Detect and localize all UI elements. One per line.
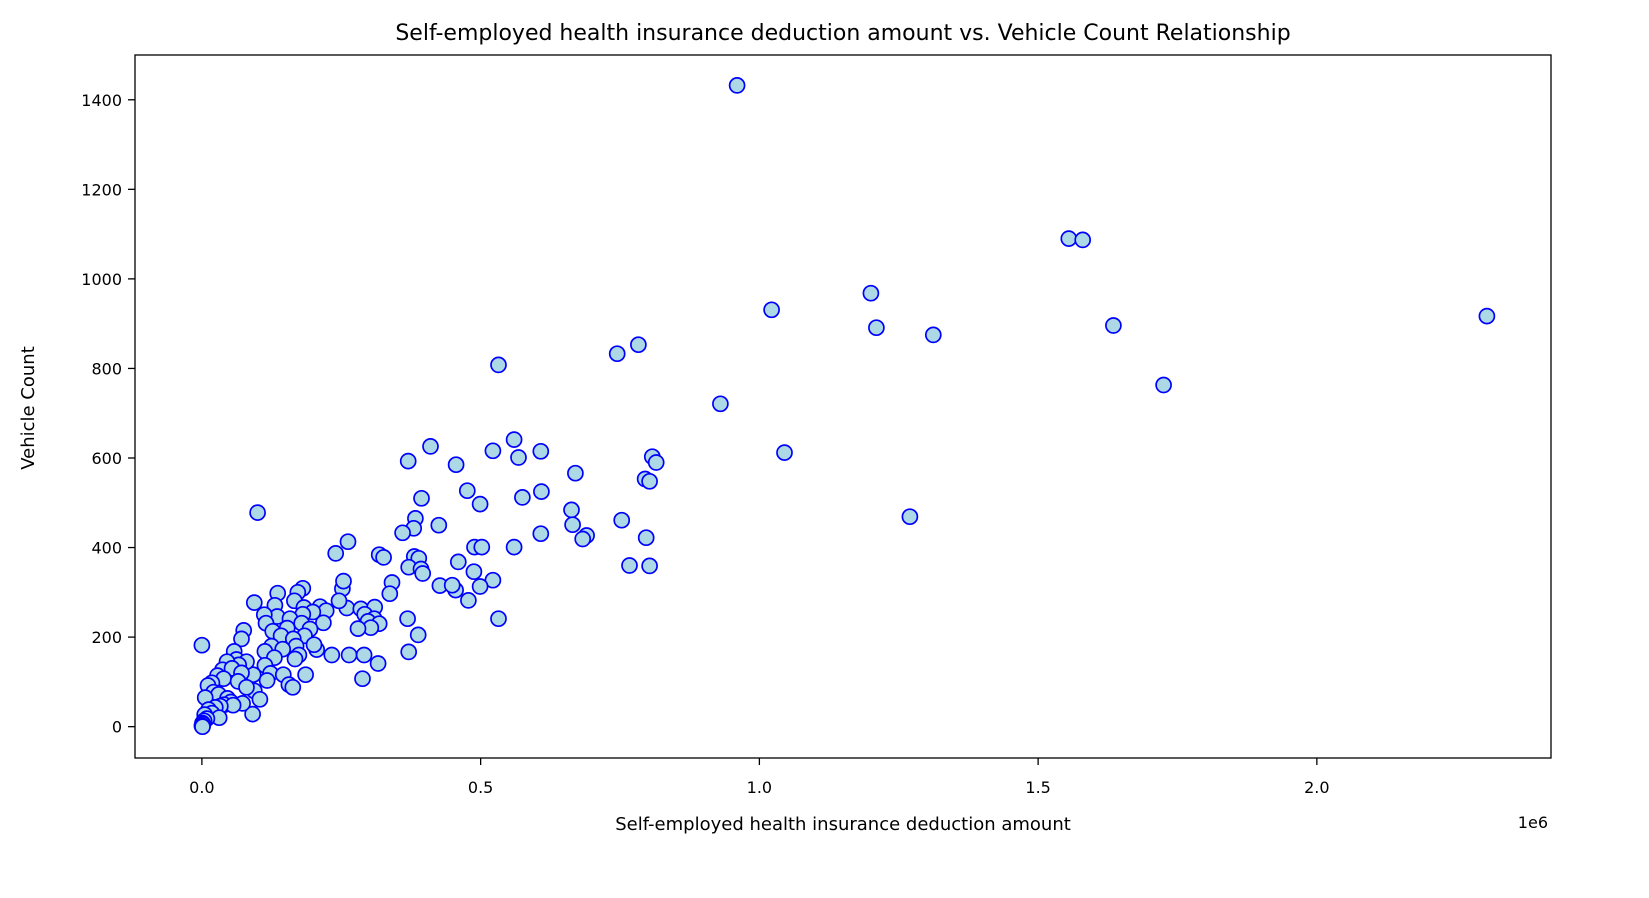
data-point	[1060, 230, 1078, 247]
data-point	[369, 655, 387, 672]
data-point	[339, 533, 357, 551]
data-point	[533, 483, 550, 500]
data-point	[490, 610, 507, 628]
data-point	[238, 678, 255, 696]
y-tick-label: 0	[112, 718, 122, 737]
data-point	[647, 454, 665, 471]
data-point	[449, 553, 467, 571]
data-point	[286, 650, 304, 668]
data-point	[193, 636, 211, 654]
plot-frame	[134, 54, 1552, 759]
chart-title: Self-employed health insurance deduction…	[395, 21, 1290, 46]
data-point	[340, 646, 358, 664]
data-point	[330, 592, 348, 610]
x-axis-offset-label: 1e6	[1518, 813, 1548, 832]
data-point	[244, 705, 261, 723]
data-point	[532, 442, 550, 460]
data-point	[532, 525, 550, 543]
data-point	[245, 594, 263, 611]
data-point	[355, 646, 373, 664]
data-point	[505, 538, 523, 556]
data-point	[327, 545, 345, 562]
data-point	[567, 464, 584, 482]
y-tick-label: 400	[91, 539, 122, 558]
data-point	[574, 530, 592, 548]
y-tick-label: 1200	[81, 180, 122, 199]
data-point	[862, 284, 880, 302]
y-axis-label: Vehicle Count	[18, 346, 39, 470]
data-point	[375, 549, 392, 566]
data-point	[564, 516, 581, 534]
data-point	[1155, 376, 1172, 394]
data-point	[1074, 231, 1092, 249]
data-point	[510, 449, 527, 466]
x-tick-label: 0.5	[468, 778, 493, 797]
data-point	[458, 482, 476, 500]
data-point	[251, 690, 269, 708]
data-point	[763, 301, 780, 319]
data-point	[1478, 307, 1496, 325]
data-point	[471, 578, 489, 595]
data-point	[422, 438, 439, 455]
data-point	[349, 620, 367, 637]
data-point	[258, 672, 276, 689]
data-point	[621, 557, 638, 574]
data-point	[641, 472, 658, 490]
data-point	[712, 395, 729, 413]
data-point	[608, 345, 626, 363]
data-point	[323, 646, 341, 664]
x-tick-label: 0.0	[189, 778, 214, 797]
data-point	[728, 77, 746, 94]
data-point	[641, 557, 658, 575]
data-point	[305, 636, 323, 654]
data-point	[399, 610, 416, 628]
data-point	[194, 718, 211, 736]
data-point	[414, 565, 432, 582]
data-point	[400, 643, 418, 661]
data-point	[430, 516, 448, 534]
y-tick-label: 600	[91, 449, 122, 468]
data-point	[473, 538, 491, 556]
data-point	[776, 444, 793, 461]
data-point	[354, 670, 371, 688]
data-point	[284, 678, 302, 696]
data-point	[490, 356, 507, 374]
data-point	[249, 504, 266, 521]
data-point	[1105, 317, 1122, 334]
x-tick-label: 2.0	[1304, 778, 1329, 797]
plot-area: 0.0 0.5 1.0 1.5 2.0 0 200 400 600 800 1000 1200 1400	[81, 54, 1552, 797]
y-tick-label: 800	[91, 359, 122, 378]
data-point	[394, 524, 411, 542]
data-point	[381, 585, 399, 603]
data-point	[413, 489, 430, 507]
data-point	[471, 495, 489, 513]
data-point	[924, 326, 942, 344]
x-tick-label: 1.0	[747, 778, 772, 797]
data-point	[447, 456, 465, 474]
data-point	[297, 666, 314, 684]
y-tick-label: 1400	[81, 91, 122, 110]
data-point	[514, 489, 531, 506]
data-point	[630, 336, 647, 354]
data-point	[233, 630, 250, 648]
y-tick-label: 200	[91, 628, 122, 647]
x-axis-label: Self-employed health insurance deduction…	[615, 814, 1071, 835]
data-point	[399, 452, 417, 470]
data-point	[465, 563, 483, 581]
data-point	[460, 592, 477, 609]
data-point	[443, 576, 461, 594]
data-point	[613, 511, 631, 529]
data-point	[505, 431, 523, 448]
data-point	[901, 508, 919, 526]
data-point	[315, 614, 332, 632]
data-point	[637, 529, 655, 547]
x-tick-label: 1.5	[1025, 778, 1050, 797]
data-point	[868, 319, 885, 337]
data-point	[563, 501, 580, 519]
data-point	[409, 626, 427, 644]
y-tick-label: 1000	[81, 270, 122, 289]
data-point	[335, 572, 352, 590]
data-point	[484, 442, 502, 460]
